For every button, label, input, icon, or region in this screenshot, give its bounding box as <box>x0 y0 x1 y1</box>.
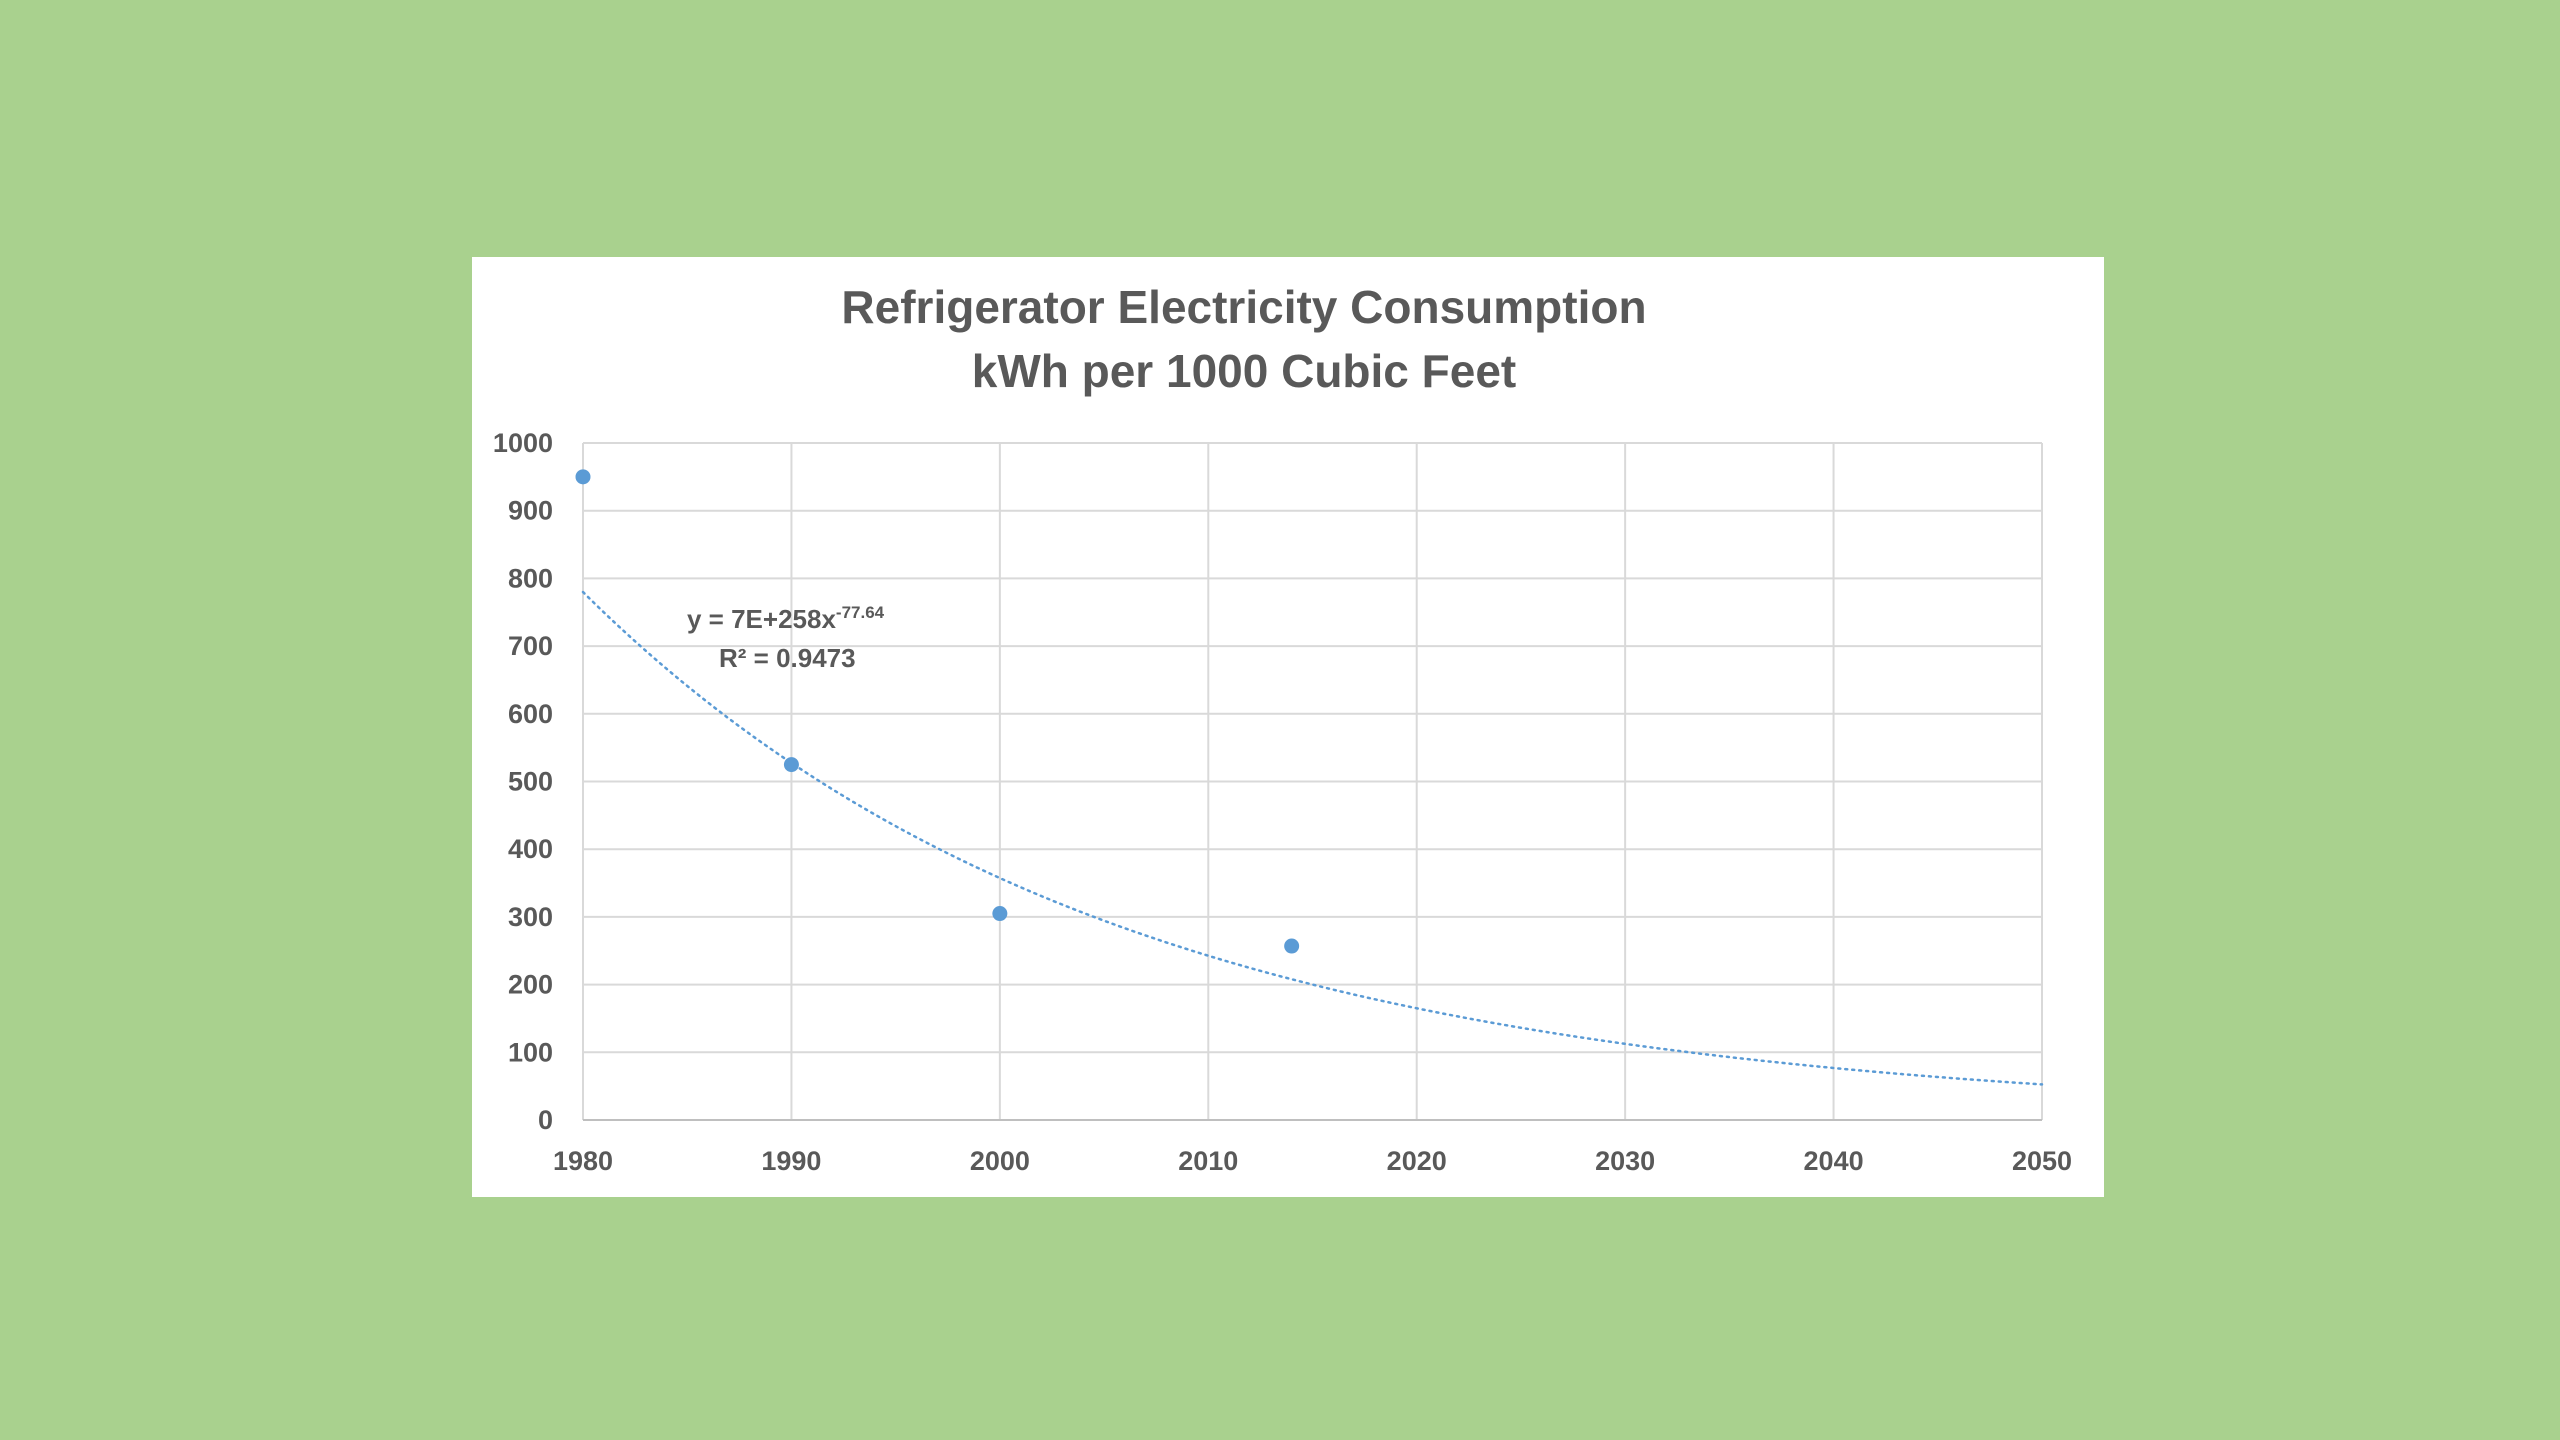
x-tick-label: 2000 <box>970 1146 1030 1176</box>
data-point <box>575 469 591 485</box>
y-tick-label: 800 <box>508 563 553 593</box>
data-points <box>575 469 1300 954</box>
y-tick-label: 600 <box>508 699 553 729</box>
y-tick-label: 1000 <box>493 428 553 458</box>
trendline <box>581 590 2044 1086</box>
chart-subtitle: kWh per 1000 Cubic Feet <box>972 345 1517 397</box>
x-tick-labels: 1980 1990 2000 2010 2020 2030 2040 2050 <box>553 1146 2072 1176</box>
data-point <box>1284 938 1300 954</box>
axes <box>582 443 2042 1121</box>
x-tick-label: 2050 <box>2012 1146 2072 1176</box>
y-tick-label: 400 <box>508 834 553 864</box>
x-tick-label: 2040 <box>1804 1146 1864 1176</box>
x-tick-label: 1990 <box>761 1146 821 1176</box>
y-tick-label: 500 <box>508 767 553 797</box>
trendline-equation-exponent: -77.64 <box>836 603 885 622</box>
y-tick-label: 0 <box>538 1105 553 1135</box>
x-tick-label: 2020 <box>1387 1146 1447 1176</box>
chart-title: Refrigerator Electricity Consumption <box>841 281 1646 333</box>
data-point <box>783 757 799 773</box>
chart-card: Refrigerator Electricity Consumption kWh… <box>472 257 2104 1197</box>
x-tick-label: 2010 <box>1178 1146 1238 1176</box>
y-tick-label: 700 <box>508 631 553 661</box>
y-tick-labels: 0 100 200 300 400 500 600 700 800 900 1000 <box>493 428 553 1135</box>
y-tick-label: 300 <box>508 902 553 932</box>
y-tick-label: 100 <box>508 1037 553 1067</box>
y-tick-label: 200 <box>508 970 553 1000</box>
x-tick-label: 1980 <box>553 1146 613 1176</box>
trendline-equation: y = 7E+258x-77.64 <box>687 603 885 634</box>
x-tick-label: 2030 <box>1595 1146 1655 1176</box>
trendline-equation-base: y = 7E+258x <box>687 604 836 634</box>
data-point <box>992 906 1008 922</box>
trendline-r-squared: R² = 0.9473 <box>719 643 856 673</box>
y-tick-label: 900 <box>508 496 553 526</box>
chart: Refrigerator Electricity Consumption kWh… <box>493 281 2072 1176</box>
grid <box>583 442 2043 1120</box>
